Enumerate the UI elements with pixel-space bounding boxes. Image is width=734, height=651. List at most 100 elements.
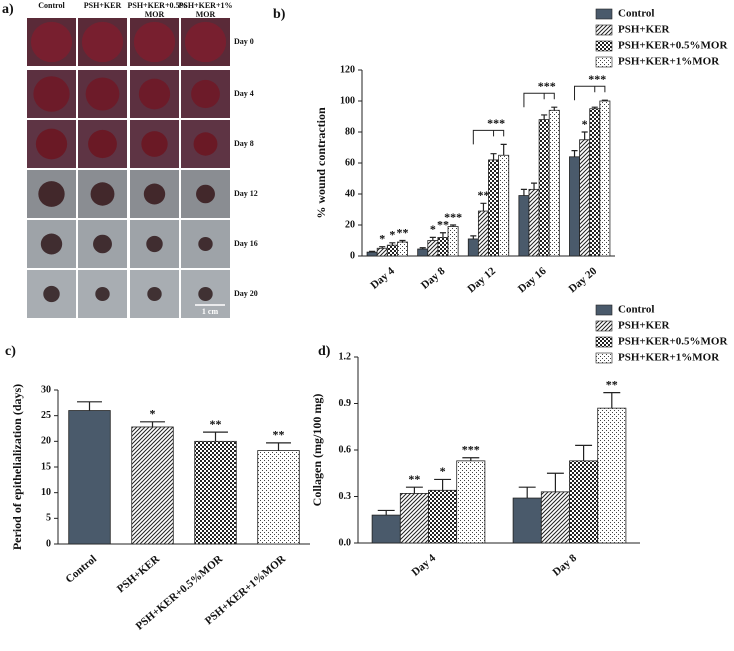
error-bar — [531, 182, 538, 190]
wound — [198, 286, 213, 302]
wound — [146, 235, 163, 253]
bar — [528, 188, 540, 257]
wound — [198, 236, 213, 252]
wound — [133, 21, 176, 63]
x-tick-label: Day 8 — [551, 552, 580, 579]
legend-label: PSH+KER+1%MOR — [618, 56, 720, 68]
legend-label: PSH+KER — [618, 320, 671, 332]
wound — [184, 21, 227, 63]
bracket — [472, 129, 505, 145]
y-tick-label: 30 — [41, 384, 51, 395]
y-tick-label: 60 — [345, 157, 355, 168]
wound — [193, 132, 218, 156]
column-header: PSH+KER+0.5% MOR — [127, 1, 188, 19]
bar — [371, 514, 401, 544]
row-label: Day 20 — [234, 289, 258, 298]
error-bar — [77, 401, 102, 411]
error-bar — [601, 99, 608, 101]
wound — [35, 128, 68, 160]
bar — [518, 195, 530, 257]
error-bar — [470, 235, 477, 239]
panel-label: a) — [2, 2, 14, 17]
error-bar — [575, 444, 593, 461]
bracket-label: *** — [487, 116, 505, 130]
error-bar — [520, 188, 527, 196]
wound — [95, 286, 110, 302]
error-bar — [203, 431, 228, 442]
y-tick-label: 0 — [46, 538, 51, 549]
wound — [43, 285, 60, 303]
x-tick-label: Day 4 — [368, 265, 397, 292]
bar — [437, 236, 449, 257]
error-bar — [140, 421, 165, 427]
significance: ** — [477, 188, 489, 202]
y-tick-label: 0.0 — [339, 537, 352, 548]
bar — [597, 407, 627, 544]
bar — [417, 248, 429, 257]
error-bar — [546, 472, 564, 492]
wound — [33, 76, 70, 112]
legend-label: PSH+KER — [618, 24, 671, 36]
y-tick-label: 0.3 — [339, 491, 352, 502]
bar — [498, 154, 510, 257]
wound — [147, 286, 162, 302]
bar — [366, 251, 378, 257]
significance: ** — [273, 428, 285, 442]
y-tick-label: 1.2 — [339, 351, 352, 362]
wound — [90, 182, 115, 206]
bar — [427, 240, 439, 257]
y-tick-label: 5 — [46, 513, 51, 524]
column-header: PSH+KER — [83, 1, 122, 10]
y-axis-label: Period of epithelialization (days) — [10, 384, 24, 550]
y-tick-label: 25 — [41, 410, 51, 421]
error-bar — [405, 486, 423, 494]
legend-label: Control — [618, 8, 654, 20]
y-tick-label: 120 — [340, 64, 355, 75]
significance: * — [379, 231, 385, 245]
significance: *** — [462, 443, 480, 457]
error-bar — [480, 202, 487, 212]
row-label: Day 4 — [234, 89, 254, 98]
bar — [579, 139, 591, 257]
error-bar — [389, 242, 396, 246]
bar — [477, 210, 489, 257]
wound — [88, 129, 117, 159]
wound — [93, 234, 112, 254]
column-header: PSH+KER+1% MOR — [178, 1, 233, 19]
x-tick-label: Day 12 — [465, 265, 498, 296]
wound — [143, 183, 166, 205]
bar — [399, 492, 429, 544]
y-tick-label: 0 — [350, 250, 355, 261]
panel-label: b) — [273, 7, 286, 22]
error-bar — [571, 150, 578, 157]
legend-swatch — [595, 24, 613, 36]
x-tick-label: Day 8 — [419, 265, 448, 292]
error-bar — [581, 131, 588, 140]
bar — [447, 226, 459, 257]
bracket — [523, 92, 555, 108]
legend-swatch — [595, 56, 613, 68]
row-label: Day 12 — [234, 189, 258, 198]
bracket — [574, 85, 606, 101]
bar — [569, 156, 580, 257]
panel-label: c) — [5, 344, 16, 359]
error-bar — [379, 246, 386, 249]
y-tick-label: 20 — [41, 436, 51, 447]
error-bar — [518, 486, 536, 499]
error-bar — [434, 478, 452, 491]
panel-label: d) — [318, 344, 331, 359]
y-tick-label: 80 — [345, 126, 355, 137]
error-bar — [490, 153, 497, 160]
error-bar — [551, 106, 558, 111]
significance: * — [440, 464, 446, 478]
x-tick-label: Day 16 — [516, 265, 549, 296]
error-bar — [429, 236, 436, 241]
bar — [589, 108, 601, 257]
y-tick-label: 20 — [345, 219, 355, 230]
y-tick-label: 0.9 — [339, 398, 352, 409]
significance: * — [389, 228, 395, 242]
x-tick-label: Control — [63, 553, 99, 586]
y-tick-label: 10 — [41, 487, 51, 498]
significance: ** — [437, 218, 449, 232]
legend-swatch — [595, 8, 613, 20]
